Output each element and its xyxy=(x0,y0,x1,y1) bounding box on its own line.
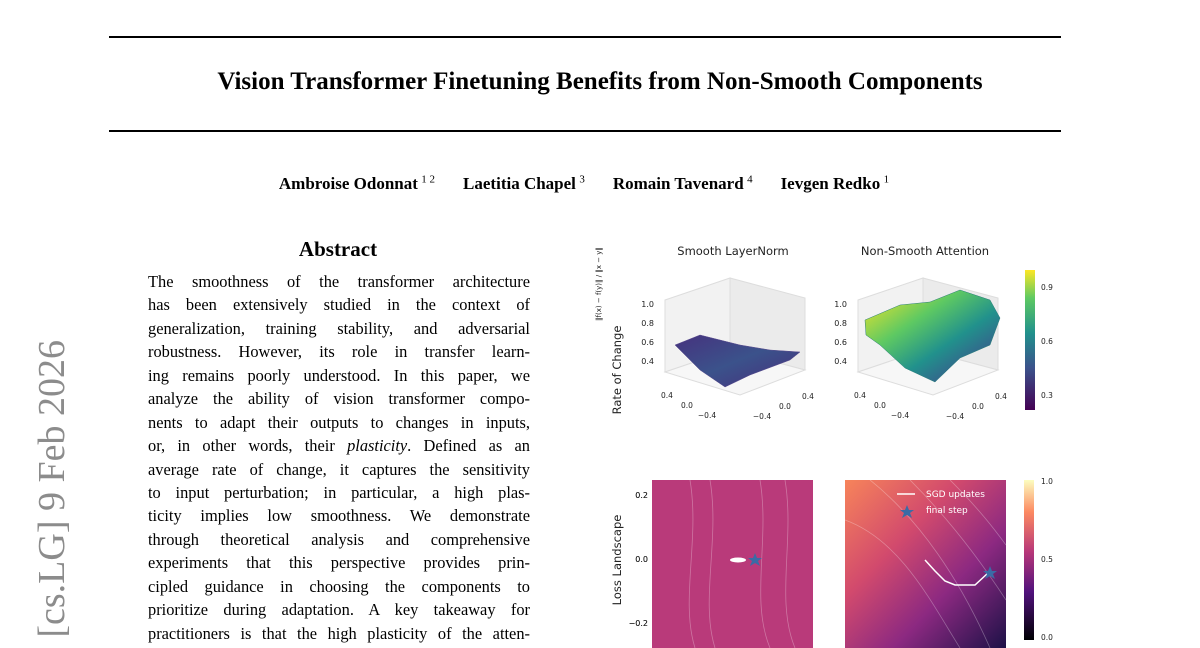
tick-label: −0.2 xyxy=(629,619,648,628)
abstract-line: average rate of change, it captures the … xyxy=(148,459,530,479)
abstract-line: robustness. However, its role in transfe… xyxy=(148,342,530,362)
final-step-marker xyxy=(983,566,997,579)
author-name: Ambroise Odonnat xyxy=(278,173,418,193)
surface-panel-right xyxy=(856,277,1001,396)
tick-label: −0.4 xyxy=(891,411,909,420)
tick-label: 0.4 xyxy=(854,391,866,400)
tick-label: 0.8 xyxy=(641,319,654,328)
abstract-line: experiments that this perspective provid… xyxy=(148,553,530,573)
tick-label: 0.9 xyxy=(1041,283,1053,292)
author: Ievgen Redko 1 xyxy=(780,173,890,193)
paper-title: Vision Transformer Finetuning Benefits f… xyxy=(217,68,983,95)
abstract-line: prioritize during adaptation. A key take… xyxy=(148,600,530,620)
contours xyxy=(688,480,796,648)
legend-label: SGD updates xyxy=(926,490,985,500)
final-step-marker xyxy=(748,553,762,566)
tick-label: 0.6 xyxy=(1041,337,1053,346)
surface-panel-left xyxy=(663,277,807,396)
affiliation: 1 2 xyxy=(421,173,436,185)
text: or, in other words, their xyxy=(148,436,335,456)
bottom-rule xyxy=(109,130,1061,132)
tick-label: −0.4 xyxy=(946,412,964,421)
row-label: Rate of Change xyxy=(610,326,624,415)
sgd-cluster xyxy=(730,557,746,563)
tick-label: 0.0 xyxy=(779,402,791,411)
tick-label: 0.6 xyxy=(834,338,847,347)
colorbar xyxy=(1025,270,1035,410)
abstract-line: cipled guidance in choosing the componen… xyxy=(148,576,530,596)
tick-label: 0.0 xyxy=(874,401,886,410)
tick-label: 1.0 xyxy=(1041,477,1053,486)
emphasis: plasticity xyxy=(347,436,408,456)
tick-label: −0.4 xyxy=(753,412,771,421)
tick-label: 0.4 xyxy=(995,392,1007,401)
legend-star xyxy=(900,505,914,518)
heatmap-left xyxy=(652,480,813,648)
formula: ‖f(x) − f(y)‖ / ‖x − y‖ xyxy=(595,247,603,321)
heatmap-right xyxy=(845,480,1006,648)
tick-label: 0.3 xyxy=(1041,391,1053,400)
abstract-line: The smoothness of the transformer archit… xyxy=(148,272,530,291)
text: . Defined as an xyxy=(407,436,530,456)
tick-label: 0.4 xyxy=(802,392,814,401)
abstract-heading: Abstract xyxy=(298,237,378,261)
surface xyxy=(674,334,801,388)
abstract-line: ticity implies low smoothness. We demons… xyxy=(148,506,530,526)
colorbar xyxy=(1024,480,1034,640)
abstract-line: analyze the ability of vision transforme… xyxy=(148,389,530,409)
author: Laetitia Chapel 3 xyxy=(463,173,585,193)
tick-label: 1.0 xyxy=(641,300,654,309)
author-name: Romain Tavenard xyxy=(612,173,744,193)
tick-label: 0.0 xyxy=(635,555,648,564)
author: Ambroise Odonnat 1 2 xyxy=(278,173,436,193)
author-list: Ambroise Odonnat 1 2 Laetitia Chapel 3 Rom… xyxy=(0,173,1168,194)
contours xyxy=(845,480,1006,648)
row-label: Loss Landscape xyxy=(610,515,624,606)
tick-label: 0.0 xyxy=(972,402,984,411)
tick-label: 0.4 xyxy=(661,391,673,400)
abstract-line: to input perturbation; in particular, a … xyxy=(148,482,530,502)
legend-label: final step xyxy=(926,506,968,516)
affiliation: 3 xyxy=(579,173,585,185)
top-rule xyxy=(109,36,1061,38)
tick-label: 0.5 xyxy=(1041,555,1053,564)
tick-label: 0.0 xyxy=(635,555,648,564)
tick-label: 0.2 xyxy=(635,491,648,500)
tick-label: 0.0 xyxy=(1041,633,1053,642)
author-name: Ievgen Redko xyxy=(780,173,881,193)
surface xyxy=(864,289,1001,383)
panel-title: Smooth LayerNorm xyxy=(677,244,788,258)
abstract-line: nents to adapt their outputs to changes … xyxy=(148,412,530,432)
abstract-line: practitioners is that the high plasticit… xyxy=(148,623,530,643)
abstract-line: generalization, training stability, and … xyxy=(148,318,530,338)
tick-label: 0.6 xyxy=(641,338,654,347)
tick-label: 1.0 xyxy=(834,300,847,309)
tick-label: −0.2 xyxy=(629,619,648,628)
abstract-line: has been extensively studied in the cont… xyxy=(148,295,530,315)
author: Romain Tavenard 4 xyxy=(612,173,753,193)
tick-label: 0.4 xyxy=(641,357,654,366)
affiliation: 4 xyxy=(747,173,753,185)
tick-label: −0.4 xyxy=(698,411,716,420)
tick-label: 0.4 xyxy=(834,357,847,366)
abstract-line: or, in other words, their plasticity. De… xyxy=(148,434,530,457)
abstract-line: through theoretical analysis and compreh… xyxy=(148,529,530,549)
tick-label: 0.2 xyxy=(635,491,648,500)
panel-title: Non-Smooth Attention xyxy=(861,244,989,258)
abstract-line: ing remains poorly understood. In this p… xyxy=(148,365,530,385)
author-name: Laetitia Chapel xyxy=(463,173,576,193)
tick-label: 0.8 xyxy=(834,319,847,328)
arxiv-stamp: [cs.LG] 9 Feb 2026 xyxy=(31,340,73,638)
sgd-path xyxy=(924,559,989,586)
tick-label: 0.0 xyxy=(681,401,693,410)
abstract-body: The smoothness of the transformer archit… xyxy=(148,270,530,645)
affiliation: 1 xyxy=(883,173,890,185)
